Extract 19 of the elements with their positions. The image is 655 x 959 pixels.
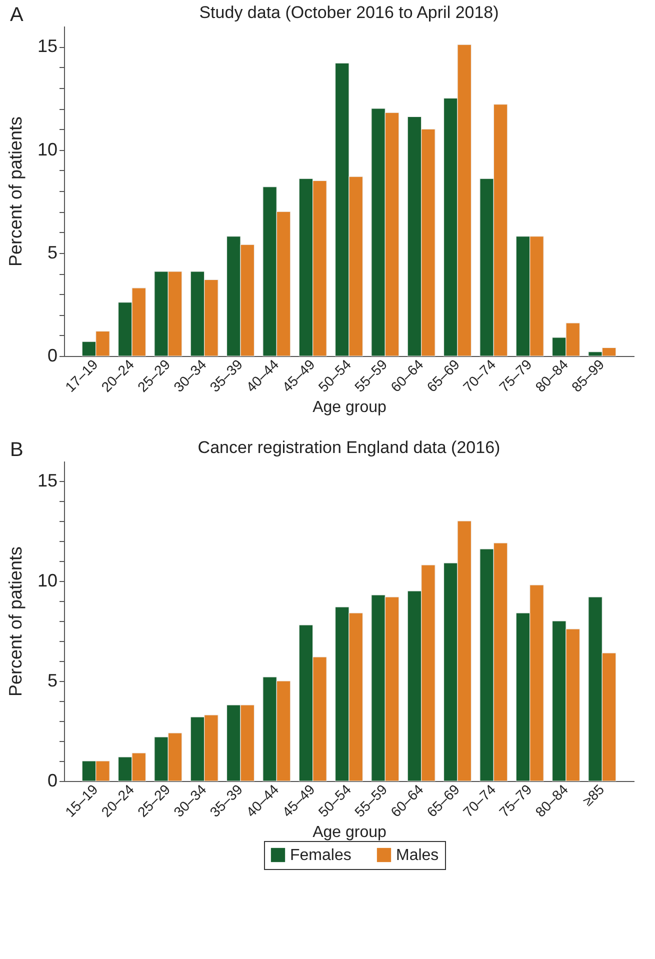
text: B	[10, 439, 24, 462]
legend-label: Females	[290, 847, 352, 864]
x-axis-title: Age group	[312, 398, 387, 416]
y-axis-title: Percent of patients	[5, 546, 26, 697]
legend-label: Males	[396, 847, 439, 864]
chart-title: Study data (October 2016 to April 2018)	[199, 3, 499, 22]
y-tick-label: 5	[47, 670, 58, 690]
x-tick-label: ≥85	[579, 780, 608, 809]
y-tick-label: 10	[37, 139, 58, 160]
text: A	[10, 4, 24, 27]
y-tick-label: 15	[37, 36, 58, 56]
y-tick-label: 10	[37, 570, 58, 590]
y-tick-label: 0	[47, 770, 58, 790]
y-tick-label: 15	[37, 470, 58, 490]
chart-title: Cancer registration England data (2016)	[198, 438, 500, 457]
y-tick-label: 0	[47, 346, 58, 366]
x-axis-title: Age group	[312, 824, 387, 841]
y-axis-title: Percent of patients	[5, 116, 26, 267]
y-tick-label: 5	[47, 242, 58, 262]
